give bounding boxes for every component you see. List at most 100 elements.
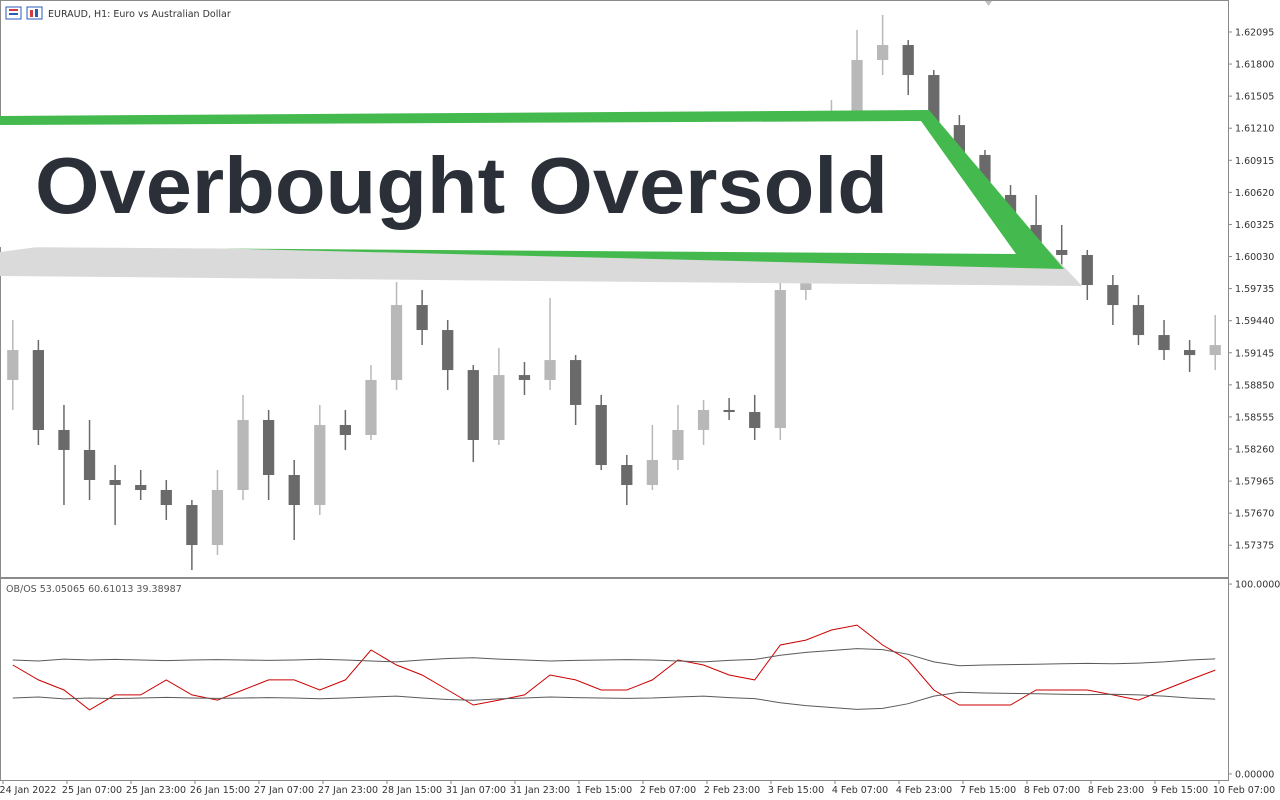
x-tick-label: 28 Jan 15:00 [382, 785, 442, 796]
candle-body [467, 370, 479, 440]
candle-body [953, 125, 966, 155]
candle-body [32, 350, 45, 430]
candle-body [1132, 305, 1145, 336]
x-tick-label: 26 Jan 15:00 [190, 785, 250, 796]
y-tick-label: 1.62095 [1235, 27, 1274, 38]
y-tick-label: 1.57670 [1235, 509, 1274, 520]
y-tick-label: 1.59145 [1235, 348, 1274, 359]
y-tick-label: 1.57375 [1235, 541, 1274, 552]
y-tick-label: 1.59735 [1235, 284, 1274, 295]
indicator-plot-frame [0, 578, 1229, 781]
x-tick-label: 3 Feb 15:00 [768, 785, 824, 796]
y-tick-label: 1.60915 [1235, 156, 1274, 167]
candle-body [902, 45, 914, 76]
candle-body [646, 459, 659, 486]
candle-body [1081, 255, 1093, 286]
x-tick-label: 4 Feb 23:00 [896, 785, 952, 796]
y-tick-label: 100.00000 [1235, 580, 1280, 591]
candle-body [416, 305, 428, 331]
y-tick-label: 1.60620 [1235, 188, 1274, 199]
candle-body [621, 464, 633, 486]
candle-body [493, 375, 505, 440]
x-tick-label: 24 Jan 2022 [0, 785, 56, 796]
candle-body [237, 419, 249, 491]
y-tick-label: 1.61505 [1235, 92, 1274, 103]
icon-chart[interactable] [26, 6, 43, 20]
y-tick-label: 1.58850 [1235, 380, 1274, 391]
candle-body [697, 409, 710, 430]
main-plot-frame [0, 0, 1229, 578]
axes: 1.62095 1.61800 1.61505 1.61210 1.60915 1.606… [0, 27, 1280, 796]
header: EURAUD, H1: Euro vs Australian Dollar OB… [5, 6, 231, 595]
x-tick-label: 9 Feb 15:00 [1152, 785, 1208, 796]
x-tick-label: 8 Feb 07:00 [1024, 785, 1080, 796]
chart-title: EURAUD, H1: Euro vs Australian Dollar [48, 9, 231, 20]
x-tick-label: 27 Jan 07:00 [254, 785, 314, 796]
x-tick-label: 27 Jan 23:00 [318, 785, 378, 796]
candle-body [390, 305, 403, 380]
x-tick-label: 4 Feb 07:00 [832, 785, 888, 796]
y-tick-label: 1.60325 [1235, 220, 1274, 231]
candle-body [58, 429, 70, 450]
y-tick-label: 1.61800 [1235, 60, 1274, 71]
candle-body [135, 485, 147, 491]
candle-body [339, 424, 352, 435]
candle-body [1183, 350, 1196, 356]
candle-body [186, 505, 198, 546]
indicator-line [12, 691, 1216, 710]
candle-body [1158, 335, 1170, 351]
y-tick-label: 1.57965 [1235, 477, 1274, 488]
y-tick-label: 1.58555 [1235, 412, 1274, 423]
y-tick-label: 1.61210 [1235, 124, 1274, 135]
indicator-title: OB/OS 53.05065 60.61013 39.38987 [6, 584, 182, 595]
candle-body [442, 330, 454, 371]
indicator-plot [12, 624, 1216, 711]
x-tick-label: 25 Jan 23:00 [126, 785, 186, 796]
icon-part [30, 10, 33, 17]
x-tick-label: 25 Jan 07:00 [62, 785, 122, 796]
y-tick-label: 1.58260 [1235, 445, 1274, 456]
x-tick-label: 8 Feb 23:00 [1088, 785, 1144, 796]
x-tick-label: 10 Feb 07:00 [1213, 785, 1275, 796]
candle-body [544, 360, 556, 380]
banner-body [0, 121, 1016, 254]
candle-body [160, 490, 172, 506]
candle-body [672, 429, 684, 460]
candle-body [518, 375, 531, 380]
indicator-line [12, 624, 1216, 711]
y-tick-label: 1.60030 [1235, 252, 1274, 263]
candle-body [1209, 345, 1221, 356]
candle-body [979, 154, 991, 195]
candle-body [7, 350, 19, 380]
candle-body [314, 424, 326, 506]
candle-body [365, 379, 377, 435]
main-plot [7, 15, 1221, 571]
candle-body [1056, 250, 1068, 256]
candle-body [774, 290, 786, 429]
candle-body [262, 419, 275, 475]
x-tick-label: 1 Feb 15:00 [576, 785, 632, 796]
candle-body [1107, 285, 1119, 306]
x-tick-label: 7 Feb 15:00 [960, 785, 1016, 796]
candle-body [83, 449, 96, 480]
candle-body [928, 75, 940, 126]
icon-part [9, 13, 18, 15]
icon-part [9, 9, 18, 11]
candle-body [288, 474, 300, 506]
candle-body [749, 412, 761, 429]
candle-body [851, 60, 863, 121]
x-tick-label: 31 Jan 23:00 [510, 785, 570, 796]
candle-body [723, 409, 735, 413]
candle-body [569, 360, 582, 405]
y-tick-label: 0.00000 [1235, 769, 1274, 780]
y-tick-label: 1.59440 [1235, 316, 1274, 327]
shift-marker [985, 1, 992, 6]
x-tick-label: 31 Jan 07:00 [446, 785, 506, 796]
banner-text: Overbought Oversold [35, 141, 888, 230]
x-tick-label: 2 Feb 07:00 [640, 785, 696, 796]
candle-body [211, 490, 224, 546]
candle-body [876, 45, 889, 61]
x-tick-label: 2 Feb 23:00 [704, 785, 760, 796]
banner: Overbought Oversold [0, 110, 1082, 286]
